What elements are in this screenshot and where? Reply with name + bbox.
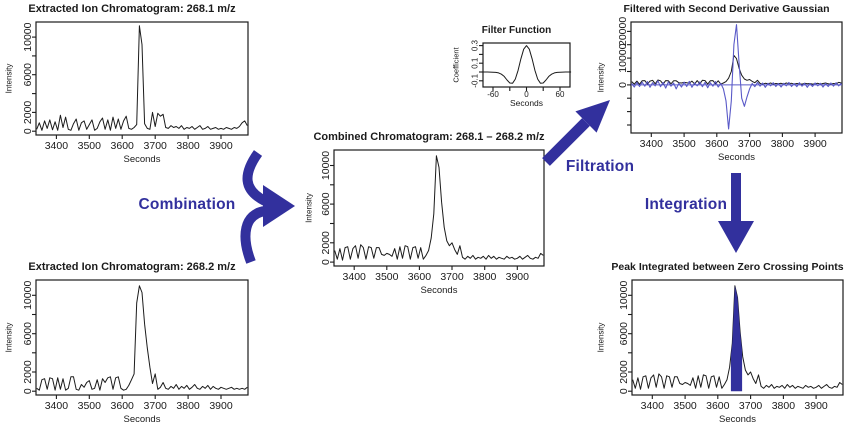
svg-text:Combined Chromatogram: 268.1 –: Combined Chromatogram: 268.1 – 268.2 m/z	[313, 131, 545, 143]
svg-text:3700: 3700	[738, 138, 762, 150]
filtration-arrow-icon	[542, 100, 610, 166]
svg-text:10000: 10000	[618, 281, 630, 310]
svg-text:3700: 3700	[144, 140, 168, 152]
svg-text:6000: 6000	[22, 322, 34, 346]
svg-text:3900: 3900	[209, 140, 233, 152]
svg-text:3500: 3500	[672, 138, 696, 150]
svg-text:3700: 3700	[739, 400, 763, 412]
svg-text:3800: 3800	[771, 138, 795, 150]
svg-text:3900: 3900	[803, 138, 827, 150]
panel-eic-268-1: Extracted Ion Chromatogram: 268.1 m/z 340…	[0, 0, 258, 167]
svg-text:Extracted Ion Chromatogram: 26: Extracted Ion Chromatogram: 268.2 m/z	[28, 261, 236, 273]
svg-text:Intensity: Intensity	[597, 63, 606, 93]
svg-text:3900: 3900	[506, 271, 530, 283]
integration-arrow-icon	[718, 173, 754, 253]
svg-text:3600: 3600	[408, 271, 432, 283]
svg-text:3500: 3500	[78, 140, 102, 152]
svg-text:Seconds: Seconds	[124, 154, 161, 165]
svg-text:Filtered with Second Derivativ: Filtered with Second Derivative Gaussian	[624, 3, 830, 15]
svg-text:3600: 3600	[111, 140, 135, 152]
svg-text:3400: 3400	[641, 400, 665, 412]
svg-text:0: 0	[22, 128, 34, 134]
svg-text:10000: 10000	[22, 22, 34, 51]
svg-text:10000: 10000	[617, 43, 629, 72]
panel-integrated-peak: Peak Integrated between Zero Crossing Po…	[592, 256, 850, 425]
svg-text:Peak Integrated between Zero C: Peak Integrated between Zero Crossing Po…	[611, 261, 843, 273]
svg-text:0: 0	[618, 388, 630, 394]
filtration-label: Filtration	[565, 158, 635, 175]
svg-text:Intensity: Intensity	[5, 64, 14, 94]
svg-text:3900: 3900	[209, 400, 233, 412]
svg-text:2000: 2000	[22, 360, 34, 384]
svg-text:10000: 10000	[320, 151, 332, 180]
svg-text:3600: 3600	[111, 400, 135, 412]
svg-text:6000: 6000	[22, 63, 34, 87]
svg-text:3800: 3800	[473, 271, 497, 283]
combination-label: Combination	[138, 196, 236, 213]
svg-text:3400: 3400	[45, 400, 69, 412]
svg-text:3400: 3400	[45, 140, 69, 152]
svg-text:2000: 2000	[618, 360, 630, 384]
svg-text:3800: 3800	[176, 140, 200, 152]
svg-text:Intensity: Intensity	[5, 323, 14, 353]
svg-text:3600: 3600	[706, 400, 730, 412]
svg-text:60: 60	[556, 90, 565, 99]
combination-merge-arrow-icon	[240, 150, 295, 264]
svg-text:3500: 3500	[673, 400, 697, 412]
svg-text:0.1: 0.1	[471, 57, 480, 69]
svg-text:3500: 3500	[78, 400, 102, 412]
svg-text:3800: 3800	[772, 400, 796, 412]
svg-text:3700: 3700	[440, 271, 464, 283]
svg-text:Intensity: Intensity	[597, 323, 606, 353]
svg-text:10000: 10000	[22, 281, 34, 310]
svg-text:Filter Function: Filter Function	[482, 25, 551, 36]
svg-text:-60: -60	[487, 90, 499, 99]
panel-eic-268-2: Extracted Ion Chromatogram: 268.2 m/z 340…	[0, 256, 258, 425]
panel-filter-function: Filter Function -60 0 60 -0.1 0.1 0.3 Seconds Co…	[447, 18, 590, 110]
svg-text:3700: 3700	[144, 400, 168, 412]
svg-text:Seconds: Seconds	[719, 414, 756, 425]
integration-label: Integration	[644, 196, 728, 213]
svg-text:Seconds: Seconds	[510, 98, 543, 108]
panel-filtered-signal: Filtered with Second Derivative Gaussian…	[592, 0, 850, 170]
svg-text:0: 0	[22, 388, 34, 394]
svg-text:3600: 3600	[705, 138, 729, 150]
panel-combined-chromatogram: Combined Chromatogram: 268.1 – 268.2 m/z…	[300, 124, 556, 296]
svg-text:0: 0	[320, 259, 332, 265]
svg-text:3500: 3500	[375, 271, 399, 283]
svg-text:2000: 2000	[22, 101, 34, 125]
svg-text:6000: 6000	[320, 192, 332, 216]
svg-text:Extracted Ion Chromatogram: 26: Extracted Ion Chromatogram: 268.1 m/z	[28, 3, 236, 15]
svg-text:Seconds: Seconds	[421, 285, 458, 296]
svg-text:0.3: 0.3	[471, 39, 480, 51]
svg-text:3800: 3800	[176, 400, 200, 412]
svg-text:Coefficient: Coefficient	[452, 46, 461, 82]
svg-text:Intensity: Intensity	[305, 193, 314, 223]
svg-text:20000: 20000	[617, 17, 629, 46]
svg-text:3400: 3400	[640, 138, 664, 150]
svg-text:3400: 3400	[343, 271, 367, 283]
svg-text:Seconds: Seconds	[718, 152, 755, 163]
svg-text:Seconds: Seconds	[124, 414, 161, 425]
svg-text:0: 0	[524, 90, 529, 99]
svg-text:3900: 3900	[804, 400, 828, 412]
svg-text:0: 0	[617, 82, 629, 88]
svg-text:6000: 6000	[618, 322, 630, 346]
svg-text:2000: 2000	[320, 231, 332, 255]
svg-text:-0.1: -0.1	[471, 73, 480, 87]
